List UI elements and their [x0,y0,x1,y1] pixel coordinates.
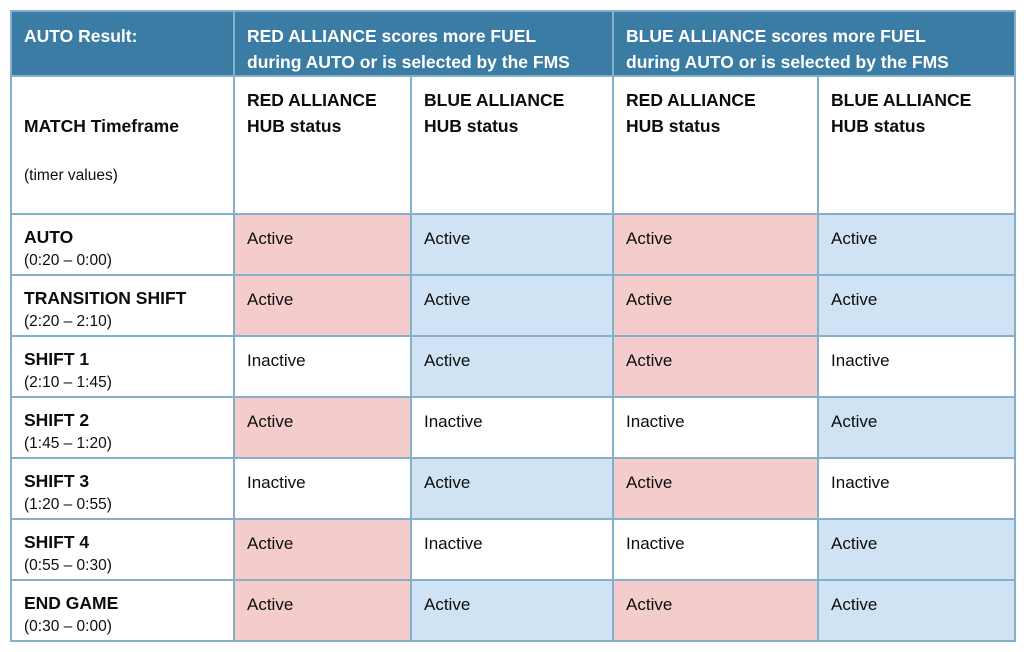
table-row: SHIFT 3 (1:20 – 0:55) Inactive Active Active… [10,457,1017,520]
phase-timer: (2:20 – 2:10) [24,313,112,330]
phase-name: SHIFT 3 [24,471,90,491]
hub-status-cell: Active [233,579,412,642]
timeframe-cell: SHIFT 3 (1:20 – 0:55) [10,457,235,520]
hub-status-cell: Active [817,579,1017,642]
phase-timer: (0:20 – 0:00) [24,252,112,269]
table-row: SHIFT 4 (0:55 – 0:30) Active Inactive Inacti… [10,518,1017,581]
blue-hub-status-column-header-1: BLUE ALLIANCE HUB status [409,75,615,215]
phase-timer: (0:30 – 0:00) [24,618,112,635]
timeframe-cell: SHIFT 1 (2:10 – 1:45) [10,335,235,398]
hub-status-cell: Active [817,396,1017,459]
phase-name: END GAME [24,593,119,613]
hub-status-cell: Active [817,274,1017,337]
hub-status-cell: Active [233,274,412,337]
timeframe-cell: TRANSITION SHIFT (2:20 – 2:10) [10,274,235,337]
hub-status-cell: Inactive [817,335,1017,398]
hub-status-cell: Inactive [409,396,615,459]
table-row: AUTO (0:20 – 0:00) Active Active Active Activ… [10,213,1017,276]
red-hub-status-column-header-2: RED ALLIANCE HUB status [612,75,820,215]
hub-status-cell: Inactive [233,335,412,398]
hub-status-cell: Inactive [409,518,615,581]
hub-status-cell: Active [612,335,820,398]
timeframe-cell: SHIFT 2 (1:45 – 1:20) [10,396,235,459]
hub-status-cell: Inactive [612,396,820,459]
hub-status-cell: Active [409,274,615,337]
hub-status-cell: Active [817,213,1017,276]
hub-status-cell: Active [612,457,820,520]
phase-name: AUTO [24,227,74,247]
hub-status-cell: Active [233,213,412,276]
phase-name: SHIFT 2 [24,410,90,430]
phase-name: SHIFT 4 [24,532,90,552]
blue-hub-status-column-header-2: BLUE ALLIANCE HUB status [817,75,1017,215]
result-header-row: AUTO Result: RED ALLIANCE scores more FU… [10,10,1017,77]
column-header-row: MATCH Timeframe (timer values) RED ALLIA… [10,75,1017,215]
hub-status-cell: Inactive [612,518,820,581]
hub-status-cell: Active [612,213,820,276]
hub-status-cell: Active [409,457,615,520]
hub-status-cell: Active [409,579,615,642]
timeframe-cell: END GAME (0:30 – 0:00) [10,579,235,642]
hub-status-cell: Active [612,579,820,642]
table-body: AUTO (0:20 – 0:00) Active Active Active Activ… [10,213,1017,642]
phase-timer: (1:20 – 0:55) [24,496,112,513]
red-alliance-result-header: RED ALLIANCE scores more FUEL during AUT… [232,10,615,77]
hub-status-cell: Active [612,274,820,337]
phase-timer: (0:55 – 0:30) [24,557,112,574]
timeframe-header-subtitle: (timer values) [24,167,118,184]
hub-status-cell: Active [817,518,1017,581]
timeframe-cell: AUTO (0:20 – 0:00) [10,213,235,276]
hub-status-cell: Active [409,213,615,276]
phase-timer: (1:45 – 1:20) [24,435,112,452]
hub-status-cell: Active [233,396,412,459]
hub-status-cell: Active [233,518,412,581]
table-row: SHIFT 1 (2:10 – 1:45) Inactive Active Active… [10,335,1017,398]
table-row: TRANSITION SHIFT (2:20 – 2:10) Active Activ… [10,274,1017,337]
hub-status-table: AUTO Result: RED ALLIANCE scores more FU… [10,10,1017,642]
timeframe-header-title: MATCH Timeframe [24,116,179,136]
hub-status-cell: Inactive [233,457,412,520]
auto-result-header: AUTO Result: [10,10,235,77]
timeframe-column-header: MATCH Timeframe (timer values) [10,75,235,215]
blue-alliance-result-header: BLUE ALLIANCE scores more FUEL during AU… [612,10,1017,77]
timeframe-cell: SHIFT 4 (0:55 – 0:30) [10,518,235,581]
table-row: SHIFT 2 (1:45 – 1:20) Active Inactive Inacti… [10,396,1017,459]
red-hub-status-column-header-1: RED ALLIANCE HUB status [233,75,412,215]
hub-status-cell: Active [409,335,615,398]
hub-status-cell: Inactive [817,457,1017,520]
table-row: END GAME (0:30 – 0:00) Active Active Active A… [10,579,1017,642]
phase-timer: (2:10 – 1:45) [24,374,112,391]
phase-name: SHIFT 1 [24,349,90,369]
phase-name: TRANSITION SHIFT [24,288,187,308]
